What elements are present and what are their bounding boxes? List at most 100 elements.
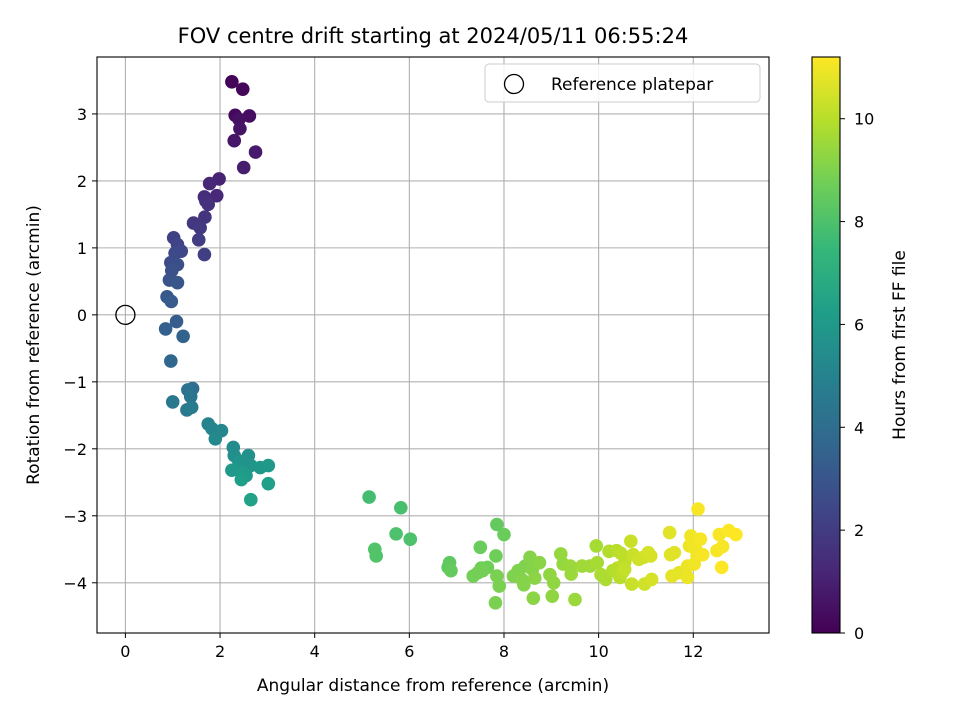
data-point xyxy=(169,314,184,329)
data-point xyxy=(208,431,223,446)
data-point xyxy=(693,532,708,547)
y-tick-label: −3 xyxy=(63,507,87,526)
data-point xyxy=(546,575,561,590)
data-point xyxy=(236,160,251,175)
data-point xyxy=(532,555,547,570)
data-point xyxy=(176,329,190,344)
data-point xyxy=(170,275,185,290)
y-ticks: −4 −3 −2 −1 0 1 2 3 xyxy=(63,105,97,593)
data-point xyxy=(191,233,206,247)
data-point xyxy=(197,247,212,262)
colorbar-ticks: 0 2 4 6 8 10 xyxy=(840,110,874,643)
data-point xyxy=(490,517,504,532)
data-point xyxy=(183,389,198,404)
data-point xyxy=(225,74,239,89)
x-tick-label: 6 xyxy=(404,642,414,661)
data-point xyxy=(389,527,403,541)
data-point xyxy=(261,476,276,491)
data-point xyxy=(715,539,730,554)
data-point xyxy=(687,557,702,571)
data-point xyxy=(193,220,207,235)
data-point xyxy=(517,577,531,592)
y-tick-label: −2 xyxy=(63,440,87,459)
data-point xyxy=(165,395,180,409)
data-point xyxy=(643,549,658,563)
chart-title: FOV centre drift starting at 2024/05/11 … xyxy=(178,24,689,48)
grid-layer xyxy=(97,57,769,633)
data-point xyxy=(394,500,408,515)
data-point xyxy=(198,210,212,224)
data-point xyxy=(662,525,677,540)
x-tick-label: 2 xyxy=(215,642,225,661)
data-point xyxy=(564,567,578,581)
y-tick-label: −4 xyxy=(63,574,87,593)
colorbar-tick-label: 0 xyxy=(854,624,864,643)
colorbar-frame xyxy=(811,56,841,634)
data-point xyxy=(201,197,216,212)
legend-label: Reference platepar xyxy=(551,75,713,95)
data-point xyxy=(729,527,743,542)
data-point xyxy=(369,549,384,563)
data-point xyxy=(164,294,179,309)
y-axis-label: Rotation from reference (arcmin) xyxy=(24,205,44,485)
y-tick-label: 2 xyxy=(77,172,87,191)
x-tick-label: 12 xyxy=(683,642,703,661)
colorbar-tick-label: 10 xyxy=(854,110,874,129)
data-point xyxy=(695,547,710,562)
data-point xyxy=(158,322,173,336)
data-point xyxy=(235,82,250,96)
legend: Reference platepar xyxy=(484,63,761,103)
data-point xyxy=(227,133,242,148)
data-point xyxy=(244,492,258,507)
data-point xyxy=(489,549,503,563)
data-point xyxy=(617,562,632,577)
data-point xyxy=(526,591,541,605)
data-point xyxy=(362,490,376,504)
x-tick-label: 4 xyxy=(310,642,320,661)
data-point xyxy=(248,145,263,159)
data-point xyxy=(497,527,511,542)
y-tick-label: −1 xyxy=(63,373,87,392)
legend-marker xyxy=(503,73,525,95)
data-point xyxy=(261,458,276,473)
data-point xyxy=(184,400,199,415)
reference-platepar-marker xyxy=(115,304,136,326)
data-point xyxy=(644,572,659,587)
data-point xyxy=(403,532,418,547)
data-point xyxy=(242,109,257,123)
data-point xyxy=(473,540,488,555)
colorbar-tick-label: 2 xyxy=(854,521,864,540)
data-point xyxy=(202,176,217,191)
data-point xyxy=(667,545,682,560)
data-point xyxy=(714,560,729,575)
y-tick-label: 1 xyxy=(77,239,87,258)
data-point xyxy=(624,577,639,591)
data-point xyxy=(488,596,503,610)
colorbar-label: Hours from first FF file xyxy=(890,250,910,440)
data-point xyxy=(691,502,705,516)
data-point xyxy=(466,569,481,583)
colorbar-tick-label: 8 xyxy=(854,213,864,232)
data-point xyxy=(234,472,249,487)
data-point xyxy=(589,539,604,553)
data-point xyxy=(568,592,582,607)
data-point xyxy=(545,589,560,603)
data-point xyxy=(444,563,458,578)
colorbar-tick-label: 6 xyxy=(854,315,864,334)
data-points xyxy=(158,74,743,610)
data-point xyxy=(164,354,178,368)
data-point xyxy=(527,571,542,585)
data-point xyxy=(492,579,507,593)
colorbar-tick-label: 4 xyxy=(854,418,864,437)
x-tick-label: 0 xyxy=(120,642,130,661)
y-tick-label: 0 xyxy=(77,306,87,325)
x-axis-label: Angular distance from reference (arcmin) xyxy=(257,676,609,696)
data-point xyxy=(233,121,247,136)
x-tick-label: 8 xyxy=(499,642,509,661)
data-point xyxy=(680,570,695,585)
data-point xyxy=(624,534,638,549)
x-tick-label: 10 xyxy=(588,642,608,661)
plot-frame xyxy=(96,56,770,634)
